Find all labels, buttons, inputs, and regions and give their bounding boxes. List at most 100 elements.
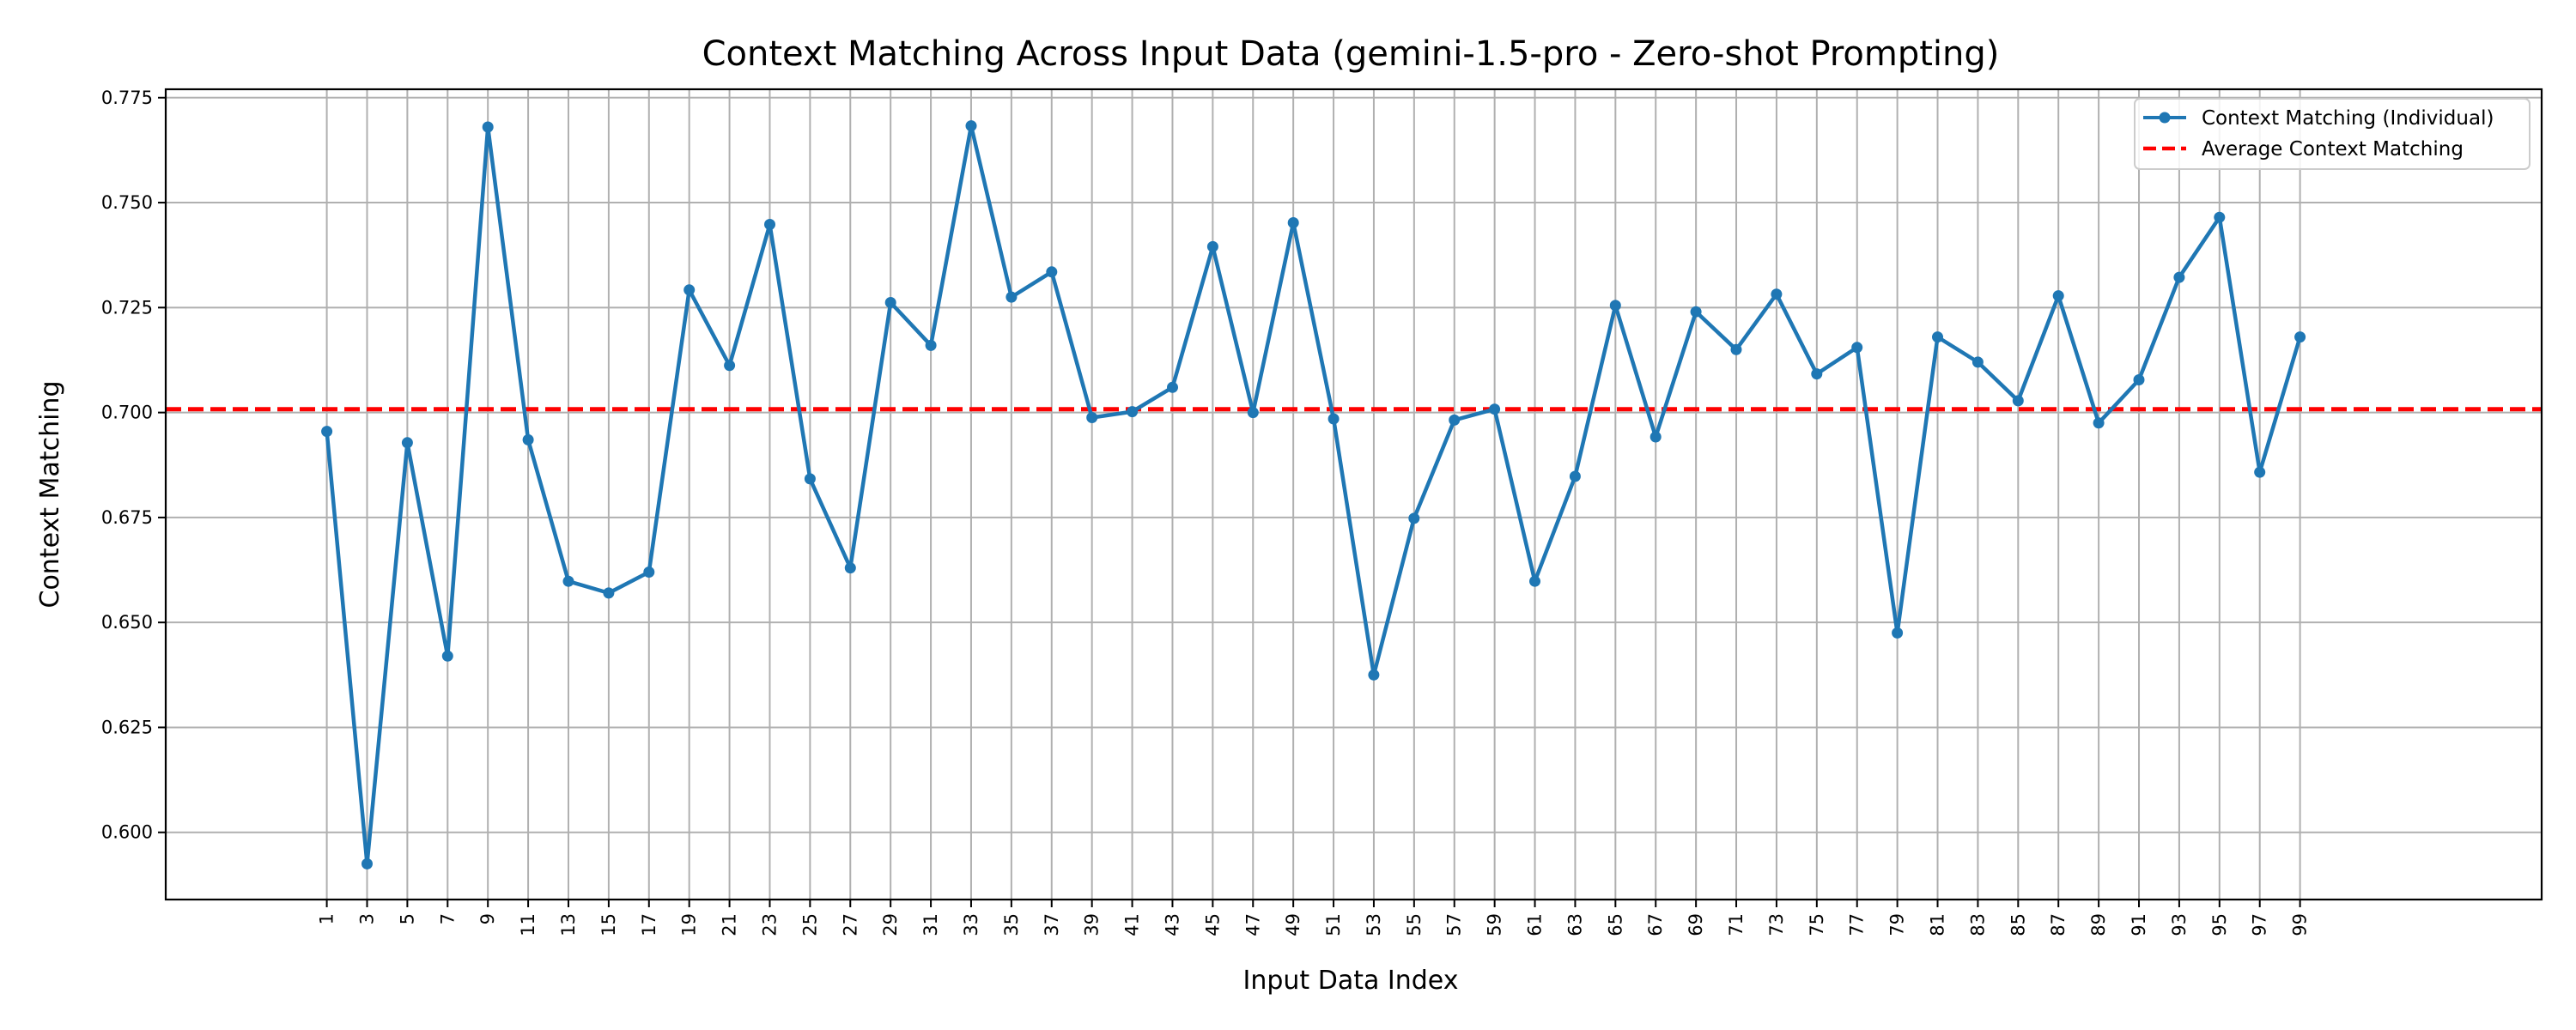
- data-point: [1649, 431, 1662, 443]
- data-point: [522, 433, 534, 445]
- data-point: [1005, 291, 1018, 303]
- data-point: [482, 121, 494, 133]
- x-tick-label: 97: [2250, 913, 2270, 936]
- data-point: [401, 437, 413, 449]
- x-tick-label: 25: [799, 913, 820, 936]
- data-point: [724, 360, 736, 372]
- data-point: [2093, 417, 2105, 429]
- data-point: [1971, 356, 1984, 368]
- legend-series-marker: [2159, 112, 2171, 124]
- data-point: [1287, 217, 1299, 228]
- x-tick-label: 59: [1485, 913, 1505, 936]
- x-tick-label: 67: [1645, 913, 1666, 936]
- data-point: [2254, 466, 2266, 478]
- plot-frame: [164, 88, 2543, 901]
- x-tick-label: 13: [558, 913, 579, 936]
- data-point: [1730, 343, 1742, 355]
- data-point: [804, 473, 816, 485]
- data-point: [2012, 395, 2024, 407]
- data-point: [683, 284, 696, 296]
- data-point: [1892, 627, 1904, 639]
- data-point: [1206, 240, 1218, 252]
- data-point: [1368, 669, 1380, 681]
- data-point: [1609, 300, 1621, 312]
- x-tick-label: 5: [397, 913, 417, 924]
- data-point: [1851, 342, 1863, 354]
- data-point: [2214, 211, 2226, 223]
- x-tick-label: 45: [1202, 913, 1223, 936]
- y-tick-label: 0.700: [101, 403, 153, 423]
- x-tick-label: 1: [317, 913, 337, 924]
- x-tick-label: 15: [598, 913, 619, 936]
- x-tick-label: 19: [679, 913, 700, 936]
- x-tick-label: 31: [920, 913, 941, 936]
- data-point: [1449, 414, 1461, 426]
- x-tick-label: 33: [961, 913, 981, 936]
- data-point: [1408, 512, 1420, 524]
- grid: [166, 89, 2542, 900]
- legend-series-label: Context Matching (Individual): [2202, 107, 2494, 130]
- y-tick-label: 0.600: [101, 822, 153, 843]
- data-point: [1932, 331, 1943, 343]
- series-line: [325, 124, 2302, 866]
- x-tick-label: 93: [2169, 913, 2190, 936]
- series-layer: [321, 120, 2306, 869]
- x-tick-label: 99: [2290, 913, 2311, 936]
- data-point: [1127, 406, 1139, 418]
- x-tick-label: 95: [2209, 913, 2230, 936]
- x-tick-label: 73: [1766, 913, 1787, 936]
- data-point: [321, 426, 333, 438]
- x-tick-label: 85: [2008, 913, 2028, 936]
- data-point: [925, 339, 937, 351]
- chart-title: Context Matching Across Input Data (gemi…: [702, 34, 2000, 74]
- x-tick-label: 27: [840, 913, 860, 936]
- legend: Context Matching (Individual) Average Co…: [2134, 98, 2530, 170]
- data-point: [2173, 271, 2185, 283]
- x-tick-label: 71: [1726, 913, 1747, 936]
- data-point: [1811, 368, 1823, 380]
- x-tick-label: 7: [437, 913, 458, 924]
- x-tick-label: 79: [1887, 913, 1908, 936]
- x-axis: 1 3 5 7 9 11 13 15 17 19 21 23 25 27 29 31 33 35 37 39 41 43 4…: [317, 900, 2311, 936]
- x-tick-label: 57: [1444, 913, 1465, 936]
- data-point: [643, 566, 655, 578]
- x-tick-label: 9: [477, 913, 498, 924]
- y-axis: 0.600 0.625 0.650 0.675 0.700 0.725 0.750 0.775: [101, 88, 166, 843]
- y-tick-label: 0.625: [101, 717, 153, 737]
- data-point: [1771, 288, 1783, 300]
- data-point: [965, 120, 977, 132]
- data-point: [361, 857, 373, 869]
- data-point: [562, 575, 574, 587]
- y-tick-label: 0.650: [101, 612, 153, 633]
- x-tick-label: 77: [1847, 913, 1868, 936]
- data-point: [2294, 331, 2306, 343]
- data-point: [1327, 413, 1340, 425]
- y-tick-label: 0.750: [101, 192, 153, 213]
- legend-box: [2134, 98, 2530, 170]
- y-tick-label: 0.725: [101, 297, 153, 318]
- x-tick-label: 21: [720, 913, 740, 936]
- data-point: [764, 219, 775, 230]
- x-tick-label: 91: [2129, 913, 2149, 936]
- y-axis-title: Context Matching: [35, 381, 65, 609]
- x-tick-label: 17: [639, 913, 659, 936]
- legend-average-label: Average Context Matching: [2202, 138, 2464, 161]
- x-tick-label: 87: [2048, 913, 2069, 936]
- x-tick-label: 75: [1807, 913, 1827, 936]
- x-tick-label: 3: [356, 913, 377, 924]
- data-point: [844, 562, 856, 574]
- data-point: [1247, 407, 1259, 419]
- x-tick-label: 23: [759, 913, 780, 936]
- x-tick-label: 29: [880, 913, 901, 936]
- x-tick-label: 37: [1042, 913, 1062, 936]
- x-tick-label: 47: [1242, 913, 1263, 936]
- data-point: [1086, 412, 1098, 423]
- data-point: [2133, 374, 2145, 385]
- x-tick-label: 55: [1404, 913, 1425, 936]
- x-tick-label: 63: [1564, 913, 1585, 936]
- data-point: [603, 587, 615, 599]
- x-tick-label: 83: [1967, 913, 1988, 936]
- data-point: [1167, 381, 1178, 393]
